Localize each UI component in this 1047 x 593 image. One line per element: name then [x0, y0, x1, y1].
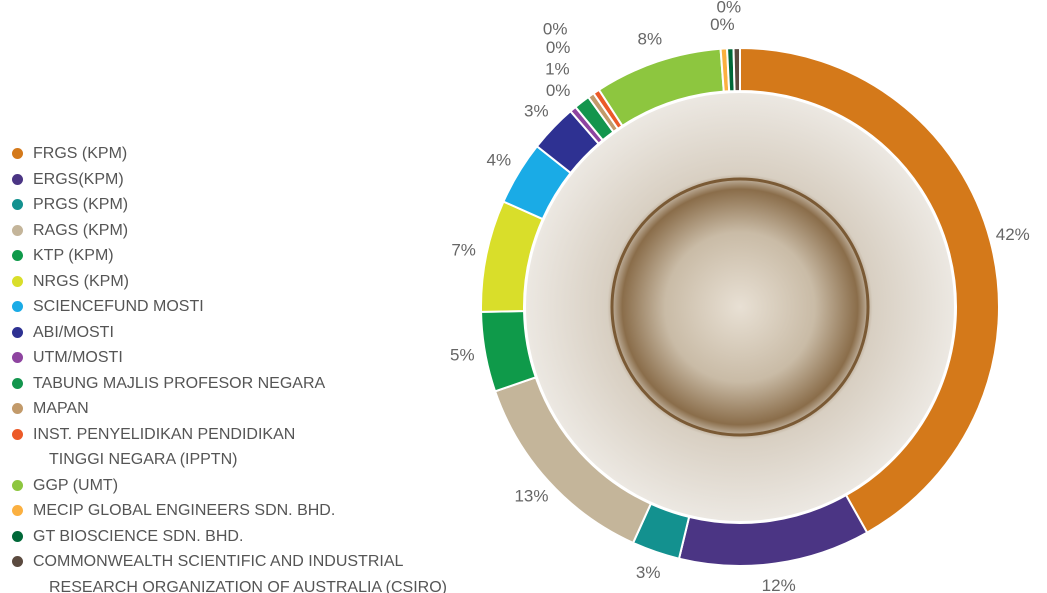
data-label: 12% — [762, 576, 796, 593]
data-label: 3% — [636, 563, 661, 582]
legend-item: MAPAN — [10, 396, 480, 422]
legend-item: MECIP GLOBAL ENGINEERS SDN. BHD. — [10, 498, 480, 524]
legend-item: COMMONWEALTH SCIENTIFIC AND INDUSTRIAL RE… — [10, 549, 480, 593]
legend-item: INST. PENYELIDIKAN PENDIDIKAN TINGGI NEGA… — [10, 422, 480, 473]
legend-item: UTM/MOSTI — [10, 345, 480, 371]
data-label: 0% — [546, 81, 571, 100]
legend-item: ERGS(KPM) — [10, 167, 480, 193]
legend-swatch — [12, 301, 23, 312]
legend-swatch — [12, 224, 23, 236]
legend-swatch — [12, 505, 23, 516]
data-label: 1% — [545, 60, 570, 79]
legend-label: MECIP GLOBAL ENGINEERS SDN. BHD. — [33, 502, 336, 519]
legend-item: TABUNG MAJLIS PROFESOR NEGARA — [10, 371, 480, 397]
legend-item: SCIENCEFUND MOSTI — [10, 294, 480, 320]
legend-label: COMMONWEALTH SCIENTIFIC AND INDUSTRIAL RE… — [33, 553, 447, 593]
legend-label: ERGS(KPM) — [33, 170, 124, 188]
legend-label: GT BIOSCIENCE SDN. BHD. — [33, 527, 244, 545]
legend: FRGS (KPM) ERGS(KPM) PRGS (KPM) RAGS (KPM) K… — [10, 141, 480, 593]
legend-item: GGP (UMT) — [10, 473, 480, 499]
legend-item: NRGS (KPM) — [10, 269, 480, 295]
legend-label: RAGS (KPM) — [33, 221, 129, 239]
legend-label: INST. PENYELIDIKAN PENDIDIKAN TINGGI NEGA… — [33, 425, 296, 469]
legend-item: GT BIOSCIENCE SDN. BHD. — [10, 524, 480, 550]
data-label: 0% — [543, 19, 568, 38]
legend-label: PRGS (KPM) — [33, 196, 129, 213]
data-label: 8% — [638, 29, 663, 48]
center-image — [526, 93, 954, 521]
legend-label: NRGS (KPM) — [33, 272, 129, 290]
data-label: 5% — [450, 346, 475, 365]
data-label: 42% — [996, 225, 1030, 244]
legend-swatch — [12, 479, 23, 491]
data-label: 4% — [486, 150, 511, 169]
legend-swatch — [12, 173, 23, 185]
legend-item: RAGS (KPM) — [10, 218, 480, 244]
legend-swatch — [12, 326, 23, 338]
legend-item: PRGS (KPM) — [10, 192, 480, 218]
data-label: 0% — [716, 0, 741, 17]
legend-label: TABUNG MAJLIS PROFESOR NEGARA — [33, 374, 326, 392]
legend-item: ABI/MOSTI — [10, 320, 480, 346]
legend-swatch — [12, 250, 23, 261]
data-label: 3% — [524, 101, 549, 120]
legend-swatch — [12, 556, 23, 567]
center-ring — [610, 177, 870, 437]
legend-item: KTP (KPM) — [10, 243, 480, 269]
data-label: 7% — [451, 240, 476, 259]
legend-label: ABI/MOSTI — [33, 323, 114, 341]
legend-label: GGP (UMT) — [33, 476, 119, 494]
legend-item: FRGS (KPM) — [10, 141, 480, 167]
legend-label: FRGS (KPM) — [33, 145, 128, 162]
legend-swatch — [12, 199, 23, 210]
legend-label: KTP (KPM) — [33, 247, 114, 264]
legend-swatch — [12, 530, 23, 542]
legend-swatch — [12, 352, 23, 363]
legend-swatch — [12, 377, 23, 389]
legend-label: MAPAN — [33, 400, 89, 417]
slice — [732, 46, 741, 93]
legend-swatch — [12, 275, 23, 287]
legend-swatch — [12, 428, 23, 440]
data-label: 0% — [710, 15, 735, 34]
legend-label: SCIENCEFUND MOSTI — [33, 298, 204, 315]
data-label: 13% — [514, 486, 548, 505]
legend-swatch — [12, 403, 23, 414]
data-label: 0% — [546, 38, 571, 57]
legend-label: UTM/MOSTI — [33, 349, 123, 366]
legend-swatch — [12, 148, 23, 159]
